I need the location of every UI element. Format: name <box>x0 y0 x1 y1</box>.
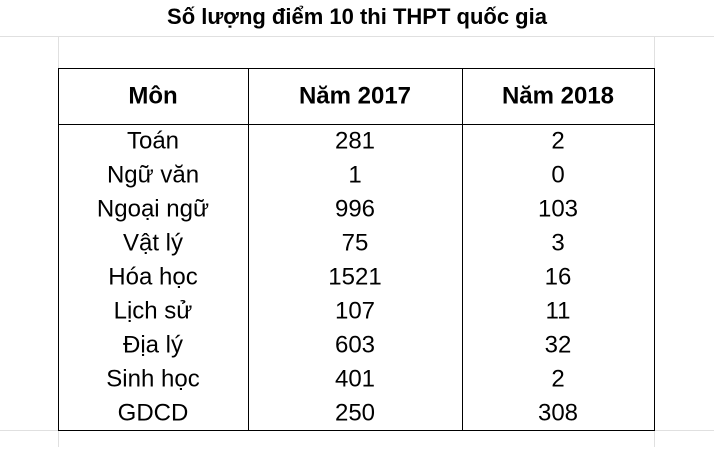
table-borders <box>58 68 655 431</box>
count-cell: 32 <box>545 331 572 358</box>
subject-cell: Địa lý <box>123 331 183 358</box>
subject-cell: Sinh học <box>106 365 199 392</box>
title: Số lượng điểm 10 thi THPT quốc gia <box>167 4 548 29</box>
header-cell: Năm 2018 <box>502 82 614 109</box>
count-cell: 11 <box>546 297 571 324</box>
table-border <box>58 68 655 431</box>
subject-cell: Ngoại ngữ <box>97 195 209 222</box>
count-cell: 1 <box>348 161 361 188</box>
header-cell: Năm 2017 <box>299 82 411 109</box>
subject-cell: GDCD <box>118 399 189 426</box>
subject-cell: Toán <box>127 127 179 154</box>
count-cell: 107 <box>335 297 375 324</box>
count-cell: 996 <box>335 195 375 222</box>
count-cell: 250 <box>335 399 375 426</box>
subject-cell: Vật lý <box>123 229 183 256</box>
count-cell: 2 <box>551 127 564 154</box>
count-cell: 603 <box>335 331 375 358</box>
count-cell: 0 <box>551 161 564 188</box>
subject-cell: Ngữ văn <box>107 161 199 188</box>
count-cell: 103 <box>538 195 578 222</box>
count-cell: 1521 <box>328 263 381 290</box>
count-cell: 75 <box>342 229 369 256</box>
count-cell: 16 <box>545 263 572 290</box>
subject-cell: Hóa học <box>108 263 197 290</box>
subject-cell: Lịch sử <box>114 297 193 324</box>
header-cell: Môn <box>128 82 177 109</box>
count-cell: 401 <box>335 365 375 392</box>
count-cell: 308 <box>538 399 578 426</box>
count-cell: 3 <box>551 229 564 256</box>
count-cell: 2 <box>551 365 564 392</box>
count-cell: 281 <box>335 127 375 154</box>
